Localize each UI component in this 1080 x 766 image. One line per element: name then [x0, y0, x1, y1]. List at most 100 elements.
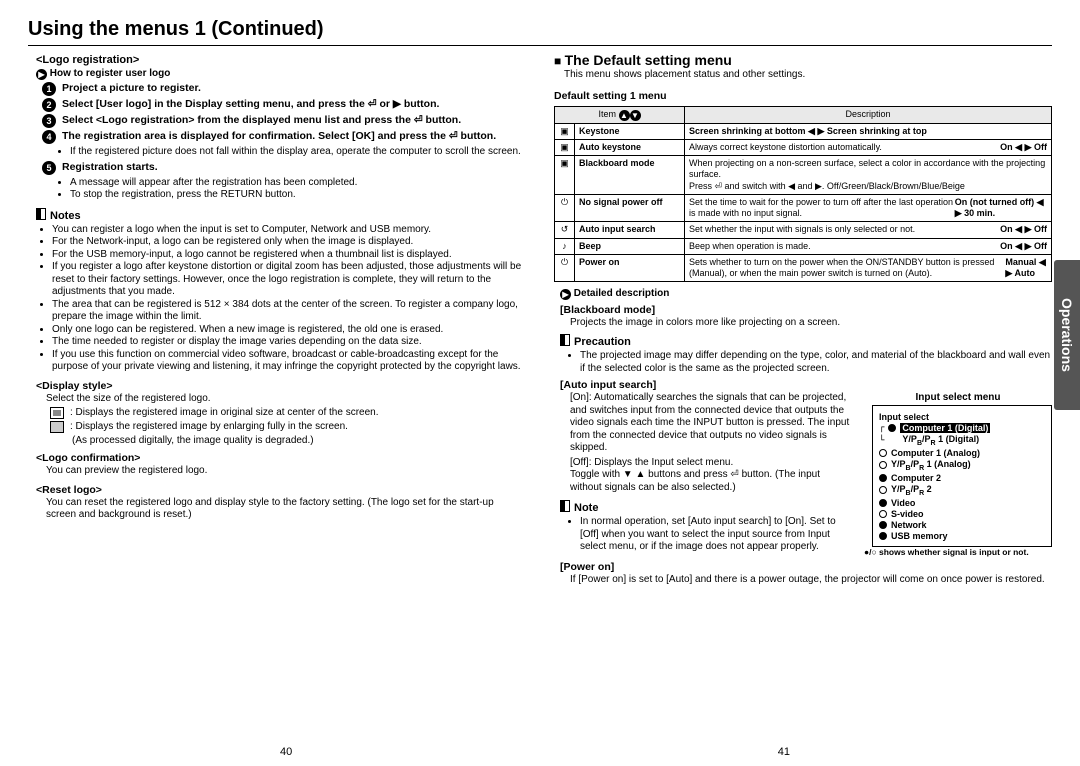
input-select-item: USB memory: [879, 531, 1045, 541]
input-select-item: ┌Computer 1 (Digital): [879, 423, 1045, 433]
step-num-5: 5: [42, 161, 56, 175]
input-select-sub: Input select: [879, 412, 1045, 422]
ais-off: [Off]: Displays the Input select menu. T…: [570, 457, 854, 495]
row-desc: Sets whether to turn on the power when t…: [685, 254, 1052, 282]
list-item: If you use this function on commercial v…: [52, 349, 526, 374]
row-icon: ▣: [555, 123, 575, 139]
page-number-left: 40: [280, 746, 292, 758]
step-3: 3 Select <Logo registration> from the dis…: [42, 114, 526, 128]
display-style-heading: <Display style>: [36, 380, 526, 392]
reset-logo-heading: <Reset logo>: [36, 484, 526, 496]
row-item: Keystone: [575, 123, 685, 139]
step-num-1: 1: [42, 82, 56, 96]
input-select-item: Computer 2: [879, 473, 1045, 483]
ds1-text: : Displays the registered image in origi…: [70, 407, 379, 419]
signal-dot-icon: [879, 486, 887, 494]
precaution-list: The projected image may differ depending…: [570, 350, 1052, 375]
row-desc: Always correct keystone distortion autom…: [685, 139, 1052, 155]
signal-dot-icon: [879, 499, 887, 507]
list-item: You can register a logo when the input i…: [52, 224, 526, 237]
play-icon: ▶: [36, 69, 47, 80]
input-select-item: S-video: [879, 509, 1045, 519]
list-item: For the USB memory-input, a logo cannot …: [52, 249, 526, 262]
input-select-item: Video: [879, 498, 1045, 508]
row-desc: Screen shrinking at bottom ◀ ▶ Screen sh…: [685, 123, 1052, 139]
play-icon: ▶: [560, 289, 571, 300]
display-style-option-1: : Displays the registered image in origi…: [50, 407, 526, 419]
display-style-desc: Select the size of the registered logo.: [46, 393, 526, 406]
list-item: The area that can be registered is 512 ×…: [52, 299, 526, 324]
table-row: ↺Auto input searchSet whether the input …: [555, 222, 1052, 238]
settings-table: Item ▲▼ Description ▣KeystoneScreen shri…: [554, 106, 1052, 283]
full-icon: [50, 421, 64, 433]
row-icon: ▣: [555, 139, 575, 155]
step-num-3: 3: [42, 114, 56, 128]
note-list: In normal operation, set [Auto input sea…: [570, 516, 854, 554]
list-item: If the registered picture does not fall …: [70, 146, 526, 159]
ds2-text: : Displays the registered image by enlar…: [70, 421, 348, 433]
logo-registration-heading: <Logo registration>: [36, 54, 526, 66]
default-setting-desc: This menu shows placement status and oth…: [564, 69, 1052, 82]
step-num-2: 2: [42, 98, 56, 112]
list-item: For the Network-input, a logo can be reg…: [52, 236, 526, 249]
step-3-text: Select <Logo registration> from the disp…: [62, 114, 461, 128]
row-icon: ⏻: [555, 254, 575, 282]
signal-dot-icon: [879, 474, 887, 482]
table-row: ⏻No signal power offSet the time to wait…: [555, 194, 1052, 222]
row-item: Auto input search: [575, 222, 685, 238]
step-4-bullets: If the registered picture does not fall …: [60, 146, 526, 159]
step-4: 4The registration area is displayed for …: [42, 130, 526, 144]
row-desc: Set whether the input with signals is on…: [685, 222, 1052, 238]
blackboard-mode-heading: [Blackboard mode]: [560, 304, 1052, 316]
row-icon: ▣: [555, 156, 575, 195]
list-item: The time needed to register or display t…: [52, 336, 526, 349]
table-row: ▣Auto keystoneAlways correct keystone di…: [555, 139, 1052, 155]
signal-dot-icon: [879, 532, 887, 540]
step-2: 2 Select [User logo] in the Display setti…: [42, 98, 526, 112]
page-number-right: 41: [778, 746, 790, 758]
center-icon: [50, 407, 64, 419]
step-5-text: Registration starts.: [62, 161, 158, 175]
power-on-heading: [Power on]: [560, 561, 1052, 573]
notes-list: You can register a logo when the input i…: [42, 224, 526, 374]
list-item: A message will appear after the registra…: [70, 177, 526, 190]
step-5-bullets: A message will appear after the registra…: [60, 177, 526, 202]
table-row: ⏻Power onSets whether to turn on the pow…: [555, 254, 1052, 282]
input-select-menu-title: Input select menu: [864, 392, 1052, 403]
right-column: The Default setting menu This menu shows…: [554, 52, 1052, 586]
table-row: ♪BeepBeep when operation is made.On ◀ ▶ …: [555, 238, 1052, 254]
row-desc: Set the time to wait for the power to tu…: [685, 194, 1052, 222]
page-title: Using the menus 1 (Continued): [28, 18, 1052, 41]
power-on-desc: If [Power on] is set to [Auto] and there…: [570, 574, 1052, 587]
left-column: <Logo registration> ▶ How to register us…: [28, 52, 526, 586]
blackboard-mode-desc: Projects the image in colors more like p…: [570, 317, 1052, 328]
row-item: No signal power off: [575, 194, 685, 222]
signal-dot-icon: [879, 510, 887, 518]
detailed-desc-heading: ▶ Detailed description: [560, 288, 1052, 300]
list-item: The projected image may differ depending…: [580, 350, 1052, 375]
notes-heading: Notes: [36, 208, 526, 222]
side-tab: Operations: [1054, 260, 1080, 410]
row-item: Blackboard mode: [575, 156, 685, 195]
th-desc: Description: [685, 106, 1052, 123]
how-to-text: How to register user logo: [50, 68, 171, 79]
signal-dot-icon: [888, 424, 896, 432]
row-item: Power on: [575, 254, 685, 282]
input-select-item: Computer 1 (Analog): [879, 448, 1045, 458]
step-4-text: The registration area is displayed for c…: [62, 130, 496, 144]
step-1: 1 Project a picture to register.: [42, 82, 526, 96]
divider: [28, 45, 1052, 46]
step-2-text: Select [User logo] in the Display settin…: [62, 98, 439, 112]
row-desc: When projecting on a non-screen surface,…: [685, 156, 1052, 195]
table-header-row: Item ▲▼ Description: [555, 106, 1052, 123]
note-heading: Note: [560, 500, 854, 514]
row-icon: ↺: [555, 222, 575, 238]
input-select-item: └Y/PB/PR 1 (Digital): [879, 434, 1045, 447]
step-1-text: Project a picture to register.: [62, 82, 201, 96]
signal-dot-icon: [879, 521, 887, 529]
signal-dot-icon: [879, 461, 887, 469]
list-item: Only one logo can be registered. When a …: [52, 324, 526, 337]
list-item: If you register a logo after keystone di…: [52, 261, 526, 299]
table-title: Default setting 1 menu: [554, 90, 1052, 102]
input-select-item: Y/PB/PR 1 (Analog): [879, 459, 1045, 472]
